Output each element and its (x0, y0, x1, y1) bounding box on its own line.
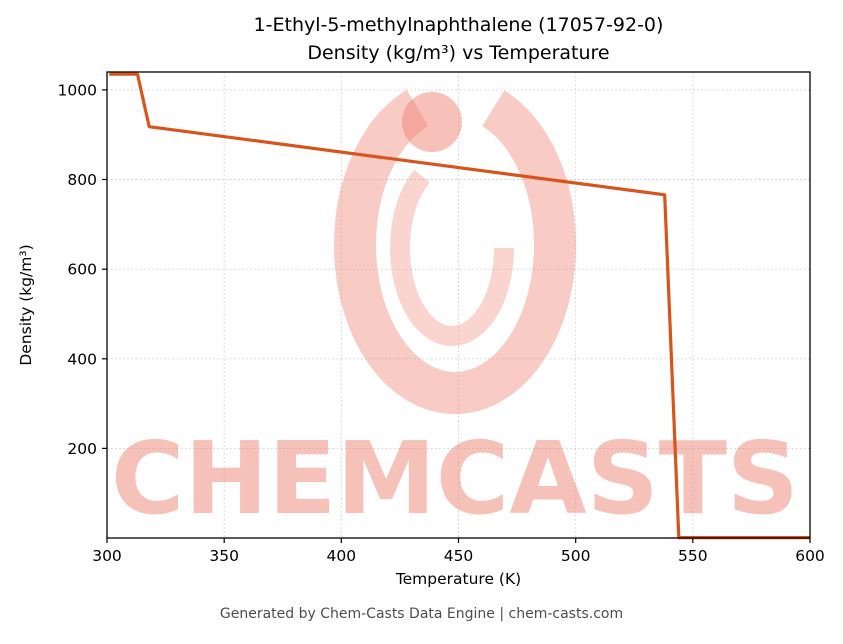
chart-title-line2: Density (kg/m³) vs Temperature (307, 42, 610, 64)
chart-title: 1-Ethyl-5-methylnaphthalene (17057-92-0)… (107, 11, 810, 67)
x-tick-label: 450 (444, 547, 474, 565)
chart-title-line1: 1-Ethyl-5-methylnaphthalene (17057-92-0) (253, 14, 664, 36)
watermark-blob-icon (402, 92, 462, 152)
x-axis-label: Temperature (K) (395, 570, 522, 588)
y-tick-label: 800 (67, 171, 97, 189)
watermark-ring-icon (334, 76, 576, 414)
x-tick-label: 400 (327, 547, 357, 565)
y-tick-label: 600 (67, 261, 97, 279)
footer-attribution: Generated by Chem-Casts Data Engine | ch… (219, 606, 624, 622)
x-tick-label: 550 (678, 547, 708, 565)
y-axis-label: Density (kg/m³) (17, 244, 35, 366)
x-tick-label: 350 (209, 547, 239, 565)
y-tick-label: 400 (67, 350, 97, 368)
watermark-text: CHEMCASTS (111, 420, 799, 537)
x-tick-label: 600 (795, 547, 825, 565)
y-tick-label: 1000 (58, 81, 97, 99)
watermark-swirl-icon (390, 150, 514, 346)
x-tick-label: 300 (92, 547, 122, 565)
y-tick-label: 200 (67, 440, 97, 458)
x-tick-label: 500 (561, 547, 591, 565)
